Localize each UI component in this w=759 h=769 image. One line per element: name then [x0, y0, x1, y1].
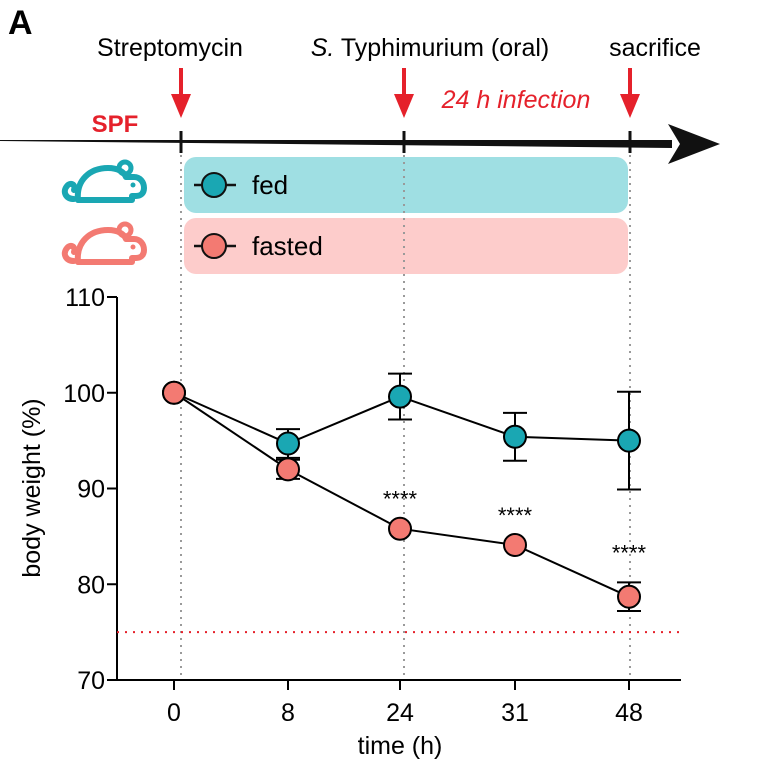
panel-label: A — [8, 4, 33, 42]
significance-label-fasted-4: **** — [612, 540, 647, 565]
legend-band-fed — [184, 157, 628, 213]
data-point-fed-4 — [617, 428, 641, 453]
chart-marks: 70 80 90 100 110 0 8 24 31 48 **** **** **** — [63, 284, 681, 727]
legend-label-fasted: fasted — [252, 231, 323, 261]
event-label-typhimurium-genus: S. — [311, 34, 335, 62]
mouse-icon-fasted — [65, 224, 144, 262]
event-label-typhimurium: S. Typhimurium (oral) — [311, 34, 550, 62]
x-tick-label-2: 24 — [386, 699, 414, 727]
mouse-icon-fed — [65, 162, 144, 200]
y-tick-label-3: 100 — [63, 380, 105, 408]
data-point-fasted-1 — [276, 457, 300, 482]
y-tick-label-4: 110 — [65, 284, 105, 312]
arrow-infection — [394, 68, 414, 118]
event-label-sacrifice: sacrifice — [609, 34, 701, 62]
timeline-axis — [0, 140, 672, 148]
event-label-typhimurium-species: Typhimurium (oral) — [341, 34, 549, 62]
x-tick-label-0: 0 — [167, 699, 181, 727]
data-point-fed-1 — [276, 431, 300, 456]
arrow-sacrifice — [620, 68, 640, 118]
y-tick-label-1: 80 — [77, 571, 105, 599]
data-point-fasted-0 — [162, 380, 186, 405]
x-tick-label-1: 8 — [281, 699, 295, 727]
data-point-fed-2 — [388, 384, 412, 409]
infection-duration-label: 24 h infection — [441, 86, 591, 114]
legend-label-fed: fed — [252, 170, 288, 200]
data-point-fasted-2 — [388, 516, 412, 541]
y-tick-label-0: 70 — [77, 667, 105, 695]
legend-band-fasted — [184, 218, 628, 274]
data-point-fasted-3 — [503, 532, 527, 557]
data-point-fed-3 — [503, 424, 527, 449]
timeline-arrowhead — [668, 124, 720, 164]
legend-marker-fasted — [194, 233, 236, 259]
y-tick-label-2: 90 — [77, 476, 105, 504]
x-tick-label-3: 31 — [501, 699, 529, 727]
significance-label-fasted-2: **** — [383, 487, 418, 512]
legend-marker-fed — [194, 172, 236, 198]
significance-label-fasted-3: **** — [498, 503, 533, 528]
x-axis-label: time (h) — [358, 732, 443, 760]
data-point-fasted-4 — [617, 584, 641, 609]
y-axis-label: body weight (%) — [18, 398, 46, 577]
event-label-streptomycin: Streptomycin — [97, 34, 243, 62]
group-label-spf: SPF — [92, 111, 139, 138]
x-tick-label-4: 48 — [615, 699, 643, 727]
arrow-streptomycin — [171, 68, 191, 118]
